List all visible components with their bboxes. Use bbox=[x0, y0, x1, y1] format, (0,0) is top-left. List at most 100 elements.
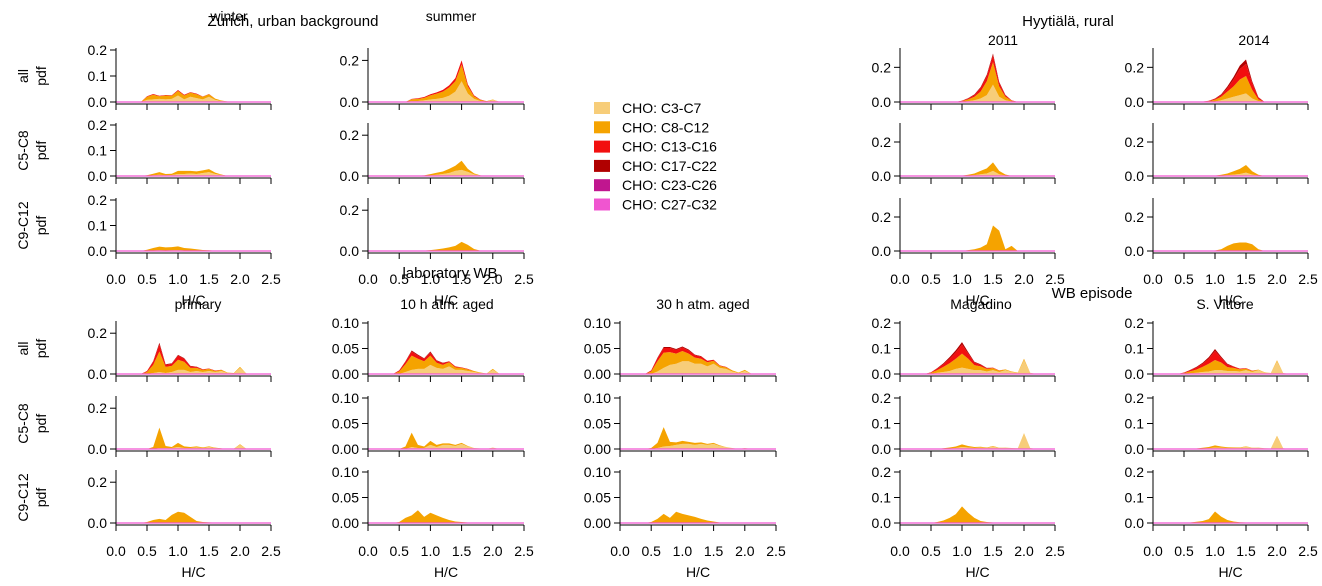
panel-title: winter bbox=[209, 8, 248, 24]
panel-row: 0.0 0.1 0.2 bbox=[872, 390, 1056, 457]
y-tick-label: 0.0 bbox=[88, 94, 108, 110]
x-tick-label: 0.0 bbox=[106, 271, 126, 287]
x-tick-label: 2.5 bbox=[1298, 543, 1318, 559]
axes bbox=[899, 396, 1055, 452]
panel-row: 0.0 0.1 0.2 all pdf bbox=[15, 42, 272, 110]
y-tick-label: 0.2 bbox=[872, 390, 892, 406]
y-tick-label: 0.10 bbox=[584, 315, 611, 331]
legend-swatch bbox=[594, 198, 610, 211]
y-tick-label: 0.0 bbox=[1125, 94, 1145, 110]
x-tick-label: 1.5 bbox=[983, 543, 1003, 559]
y-tick-label: 0.0 bbox=[88, 243, 108, 259]
y-tick-label: 0.1 bbox=[88, 218, 108, 234]
panel-title: 10 h atm. aged bbox=[400, 296, 493, 312]
series-area bbox=[368, 443, 524, 449]
series-area bbox=[116, 511, 271, 523]
x-tick-label: 0.5 bbox=[137, 271, 157, 287]
x-axis-label: H/C bbox=[181, 292, 205, 308]
series-area bbox=[116, 427, 271, 449]
axes bbox=[899, 470, 1055, 526]
x-tick-label: 1.0 bbox=[1205, 543, 1225, 559]
series-area bbox=[620, 511, 776, 523]
series-area bbox=[1153, 93, 1308, 102]
y-tick-label: 0.1 bbox=[1125, 490, 1145, 506]
series-area bbox=[900, 55, 1055, 102]
series-area bbox=[116, 90, 271, 102]
axes bbox=[1152, 198, 1308, 254]
y-axis-label: pdf bbox=[33, 414, 49, 434]
x-tick-label: 0.0 bbox=[358, 543, 378, 559]
series-area bbox=[620, 443, 776, 449]
legend-swatch bbox=[594, 140, 610, 153]
panel-row: 0.00 0.05 0.10 bbox=[332, 390, 525, 457]
y-tick-label: 0.2 bbox=[88, 117, 108, 133]
x-tick-label: 2.5 bbox=[261, 543, 281, 559]
x-tick-label: 2.0 bbox=[735, 543, 755, 559]
group-title-zurich: Zurich, urban background bbox=[208, 13, 379, 30]
axes bbox=[115, 198, 271, 254]
y-tick-label: 0.1 bbox=[88, 143, 108, 159]
y-tick-label: 0.00 bbox=[584, 441, 611, 457]
x-tick-label: 0.5 bbox=[389, 271, 409, 287]
axes bbox=[367, 48, 524, 105]
x-tick-label: 1.0 bbox=[673, 543, 693, 559]
y-tick-label: 0.0 bbox=[88, 168, 108, 184]
y-tick-label: 0.1 bbox=[1125, 416, 1145, 432]
y-tick-label: 0.00 bbox=[584, 366, 611, 382]
legend-swatch bbox=[594, 159, 610, 172]
y-tick-label: 0.0 bbox=[1125, 168, 1145, 184]
series-area bbox=[1153, 361, 1308, 374]
x-tick-label: 0.0 bbox=[1143, 271, 1163, 287]
series-area bbox=[1153, 511, 1308, 523]
y-axis-label: pdf bbox=[33, 141, 49, 161]
x-tick-label: 0.5 bbox=[641, 543, 661, 559]
group-title-hyytiala: Hyytiälä, rural bbox=[1022, 13, 1114, 30]
row-label: C9-C12 bbox=[15, 201, 31, 249]
legend-swatch bbox=[594, 121, 610, 134]
x-tick-label: 1.0 bbox=[421, 543, 441, 559]
y-tick-label: 0.0 bbox=[872, 168, 892, 184]
panel-row: 0.0 0.2 C5-C8 pdf bbox=[15, 396, 272, 457]
legend-label: CHO: C8-C12 bbox=[622, 119, 709, 135]
y-tick-label: 0.2 bbox=[1125, 315, 1145, 331]
series-area bbox=[620, 351, 776, 374]
series-area bbox=[368, 169, 524, 176]
y-tick-label: 0.2 bbox=[872, 209, 892, 225]
y-axis-label: pdf bbox=[33, 488, 49, 508]
y-tick-label: 0.0 bbox=[340, 94, 360, 110]
panel: 30 h atm. aged0.000.050.100.000.050.100.… bbox=[584, 296, 786, 580]
panel: S. Vittore0.00.10.20.00.10.20.00.10.20.0… bbox=[1125, 296, 1318, 580]
panel-row: 0.0 0.1 0.2 bbox=[1125, 315, 1309, 382]
x-tick-label: 0.5 bbox=[389, 543, 409, 559]
x-tick-label: 2.0 bbox=[483, 271, 503, 287]
y-axis-label: pdf bbox=[33, 339, 49, 359]
panel-row: 0.0 0.2 0.0 0.5 1.0 1.5 2.0 2.5 H/C bbox=[1125, 198, 1318, 308]
x-tick-label: 0.5 bbox=[921, 543, 941, 559]
axes bbox=[367, 198, 524, 254]
x-tick-label: 0.5 bbox=[137, 543, 157, 559]
series-area bbox=[1153, 242, 1308, 251]
x-tick-label: 2.5 bbox=[766, 543, 786, 559]
y-tick-label: 0.2 bbox=[340, 202, 360, 218]
x-tick-label: 1.0 bbox=[952, 543, 972, 559]
x-tick-label: 1.5 bbox=[199, 271, 219, 287]
x-tick-label: 2.0 bbox=[1014, 271, 1034, 287]
x-tick-label: 0.5 bbox=[1174, 543, 1194, 559]
y-tick-label: 0.00 bbox=[584, 515, 611, 531]
x-tick-label: 0.0 bbox=[610, 543, 630, 559]
series-area bbox=[900, 353, 1055, 374]
axes bbox=[1152, 396, 1308, 452]
x-tick-label: 2.5 bbox=[514, 543, 534, 559]
x-axis-label: H/C bbox=[434, 292, 458, 308]
x-tick-label: 0.5 bbox=[921, 271, 941, 287]
series-area bbox=[368, 432, 524, 449]
panel-title: Magadino bbox=[950, 296, 1012, 312]
series-area bbox=[1153, 172, 1308, 176]
y-tick-label: 0.10 bbox=[332, 315, 359, 331]
panel-row: 0.0 0.2 bbox=[1125, 123, 1309, 184]
series-area bbox=[368, 351, 524, 374]
series-area bbox=[900, 433, 1055, 449]
y-tick-label: 0.0 bbox=[1125, 243, 1145, 259]
